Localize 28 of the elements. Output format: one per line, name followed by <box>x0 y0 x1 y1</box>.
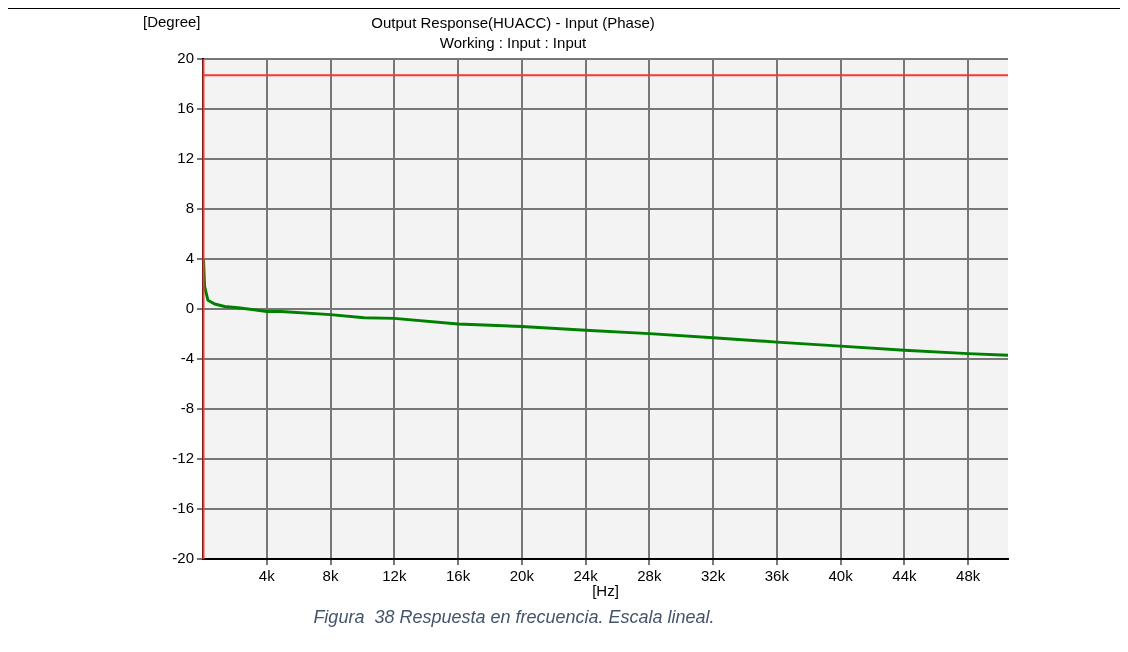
x-tick-label: 32k <box>701 567 726 585</box>
x-tick-label: 12k <box>382 567 407 585</box>
text: Figura 38 Respuesta en frecuencia. Escala lineal. <box>312 607 716 628</box>
x-tick-label: 8k <box>322 567 339 585</box>
y-tick-label: 16 <box>177 99 194 117</box>
chart-subtitle: Working : Input : Input <box>439 34 588 52</box>
y-tick-label: -16 <box>172 499 194 517</box>
y-tick-label: 0 <box>185 299 194 317</box>
y-tick-label: 4 <box>185 249 194 267</box>
y-tick-label: 8 <box>185 199 194 217</box>
x-tick-label: 16k <box>445 567 471 585</box>
x-tick-label: 36k <box>764 567 790 585</box>
y-tick-label: -20 <box>172 549 194 567</box>
y-tick-label: -8 <box>180 399 194 417</box>
x-axis-title: [Hz] <box>592 582 619 600</box>
y-tick-label: -4 <box>180 349 194 367</box>
y-axis-title: [Degree] <box>143 13 201 31</box>
x-tick-label: 20k <box>509 567 535 585</box>
y-tick-label: -12 <box>172 449 194 467</box>
y-tick-label: 12 <box>177 149 194 167</box>
x-tick-label: 4k <box>258 567 276 585</box>
x-tick-label: 28k <box>637 567 662 585</box>
chart-title: Output Response(HUACC) - Input (Phase) <box>371 14 655 32</box>
x-tick-label: 48k <box>956 567 981 585</box>
x-tick-label: 40k <box>828 567 854 585</box>
y-tick-label: 20 <box>177 49 194 67</box>
x-tick-label: 44k <box>892 567 917 585</box>
x-tick-label: 24k <box>573 567 599 585</box>
